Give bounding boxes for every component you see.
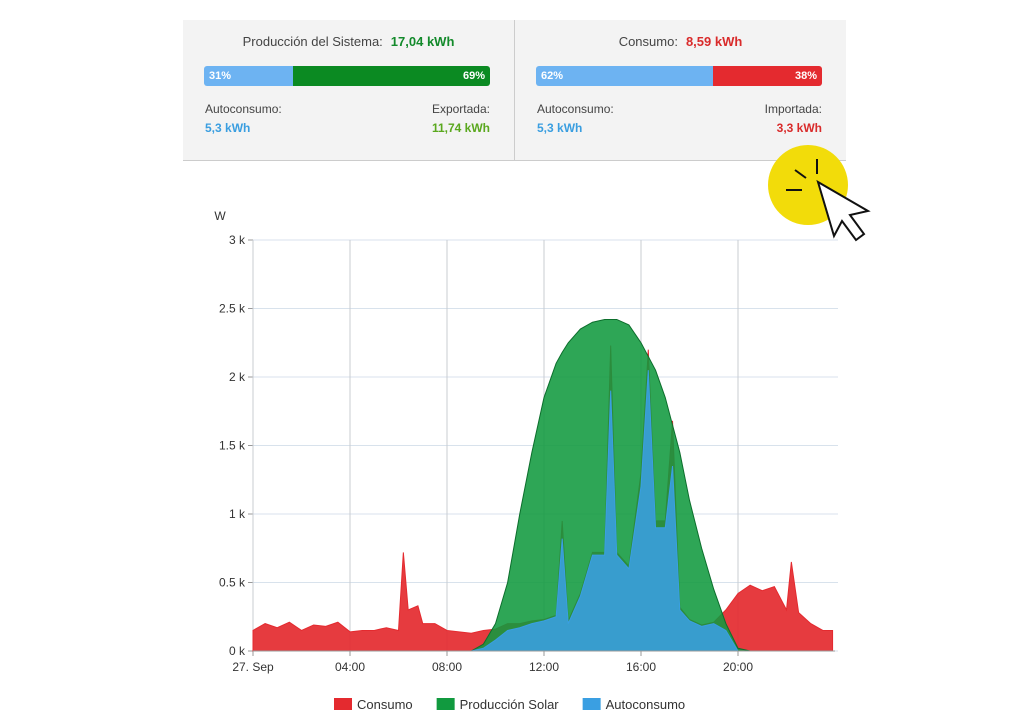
value: 3,3 kWh — [776, 121, 822, 135]
ratio-bar: 31% 69% — [204, 66, 490, 86]
title: Producción del Sistema: — [242, 34, 383, 49]
y-tick-label: 2 k — [229, 370, 246, 384]
x-tick-label: 16:00 — [626, 660, 656, 674]
click-indicator — [768, 145, 871, 242]
production-panel: Producción del Sistema: 17,04 kWh 31% 69% … — [183, 20, 515, 161]
y-tick-label: 1 k — [229, 507, 246, 521]
bar-segment: 31% — [204, 66, 293, 86]
legend-swatch — [436, 698, 455, 710]
label: Exportada: — [431, 102, 490, 116]
consumption-panel: Consumo: 8,59 kWh 62% 38% Autoconsumo: 5,3… — [515, 20, 846, 161]
panel-title: Consumo: 8,59 kWh — [515, 34, 846, 49]
value: 11,74 kWh — [431, 121, 490, 135]
legend-label: Consumo — [357, 697, 413, 712]
y-tick-label: 0.5 k — [219, 576, 246, 590]
y-tick-label: 0 k — [229, 644, 246, 658]
y-axis-label: W — [214, 209, 226, 223]
legend-swatch — [334, 698, 352, 710]
legend-label: Autoconsumo — [606, 697, 686, 712]
bar-segment: 69% — [292, 66, 490, 86]
total: 8,59 kWh — [685, 34, 743, 49]
x-tick-label: 08:00 — [432, 660, 462, 674]
title: Consumo: — [618, 34, 678, 49]
x-tick-label: 27. Sep — [232, 660, 274, 674]
bar-segment: 62% — [536, 66, 714, 86]
x-tick-label: 20:00 — [723, 660, 753, 674]
x-tick-label: 04:00 — [335, 660, 365, 674]
panel-title: Producción del Sistema: 17,04 kWh — [183, 34, 514, 49]
legend-label: Producción Solar — [460, 697, 560, 712]
value: 5,3 kWh — [205, 121, 251, 135]
ratio-bar: 62% 38% — [536, 66, 822, 86]
y-tick-label: 3 k — [229, 233, 246, 247]
x-tick-label: 12:00 — [529, 660, 559, 674]
label: Importada: — [764, 102, 822, 116]
label: Autoconsumo: — [205, 102, 282, 116]
value: 5,3 kWh — [537, 121, 583, 135]
legend-swatch — [582, 698, 601, 710]
label: Autoconsumo: — [537, 102, 614, 116]
y-tick-label: 1.5 k — [219, 439, 246, 453]
total: 17,04 kWh — [390, 34, 455, 49]
bar-segment: 38% — [713, 66, 822, 86]
y-tick-label: 2.5 k — [219, 302, 246, 316]
